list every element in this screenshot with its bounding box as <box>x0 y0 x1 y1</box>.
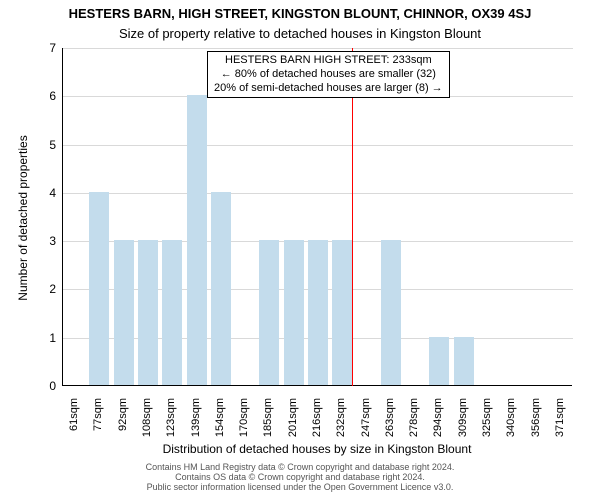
x-tick-label: 216sqm <box>311 398 323 448</box>
chart-title-primary: HESTERS BARN, HIGH STREET, KINGSTON BLOU… <box>0 6 600 21</box>
x-tick-label: 201sqm <box>287 398 299 448</box>
x-tick-label: 123sqm <box>165 398 177 448</box>
x-tick-label: 278sqm <box>408 398 420 448</box>
y-tick-label: 3 <box>32 234 56 248</box>
y-tick-label: 6 <box>32 89 56 103</box>
footer-attribution: Contains HM Land Registry data © Crown c… <box>0 462 600 492</box>
x-tick-label: 371sqm <box>554 398 566 448</box>
y-tick-label: 4 <box>32 186 56 200</box>
annotation-line-2: ← 80% of detached houses are smaller (32… <box>214 68 443 82</box>
chart-container: HESTERS BARN, HIGH STREET, KINGSTON BLOU… <box>0 0 600 500</box>
y-tick-label: 2 <box>32 282 56 296</box>
x-tick-label: 77sqm <box>92 398 104 448</box>
footer-line-3: Public sector information licensed under… <box>0 482 600 492</box>
bar <box>429 337 449 385</box>
y-tick-label: 5 <box>32 138 56 152</box>
footer-line-2: Contains OS data © Crown copyright and d… <box>0 472 600 482</box>
bar <box>162 240 182 385</box>
footer-line-1: Contains HM Land Registry data © Crown c… <box>0 462 600 472</box>
x-tick-label: 263sqm <box>384 398 396 448</box>
bar <box>332 240 352 385</box>
bar <box>454 337 474 385</box>
y-axis-label: Number of detached properties <box>16 49 30 387</box>
bar <box>308 240 328 385</box>
x-tick-label: 232sqm <box>335 398 347 448</box>
bar <box>284 240 304 385</box>
x-tick-label: 170sqm <box>238 398 250 448</box>
bar <box>114 240 134 385</box>
y-tick-label: 7 <box>32 41 56 55</box>
x-tick-label: 309sqm <box>457 398 469 448</box>
bar <box>89 192 109 385</box>
x-tick-label: 185sqm <box>262 398 274 448</box>
x-tick-label: 154sqm <box>214 398 226 448</box>
x-tick-label: 340sqm <box>505 398 517 448</box>
marker-line <box>352 48 353 386</box>
plot-area <box>62 48 572 386</box>
x-tick-label: 356sqm <box>530 398 542 448</box>
gridline <box>63 193 573 194</box>
bar <box>187 95 207 385</box>
bar <box>211 192 231 385</box>
chart-title-secondary: Size of property relative to detached ho… <box>0 26 600 41</box>
x-tick-label: 61sqm <box>68 398 80 448</box>
bar <box>259 240 279 385</box>
bar <box>138 240 158 385</box>
x-tick-label: 294sqm <box>432 398 444 448</box>
x-tick-label: 325sqm <box>481 398 493 448</box>
gridline <box>63 48 573 49</box>
annotation-line-1: HESTERS BARN HIGH STREET: 233sqm <box>214 54 443 68</box>
bar <box>381 240 401 385</box>
x-tick-label: 108sqm <box>141 398 153 448</box>
annotation-box: HESTERS BARN HIGH STREET: 233sqm ← 80% o… <box>207 51 450 98</box>
gridline <box>63 145 573 146</box>
x-tick-label: 247sqm <box>360 398 372 448</box>
x-tick-label: 139sqm <box>190 398 202 448</box>
x-tick-label: 92sqm <box>117 398 129 448</box>
y-tick-label: 0 <box>32 379 56 393</box>
annotation-line-3: 20% of semi-detached houses are larger (… <box>214 82 443 96</box>
y-tick-label: 1 <box>32 331 56 345</box>
